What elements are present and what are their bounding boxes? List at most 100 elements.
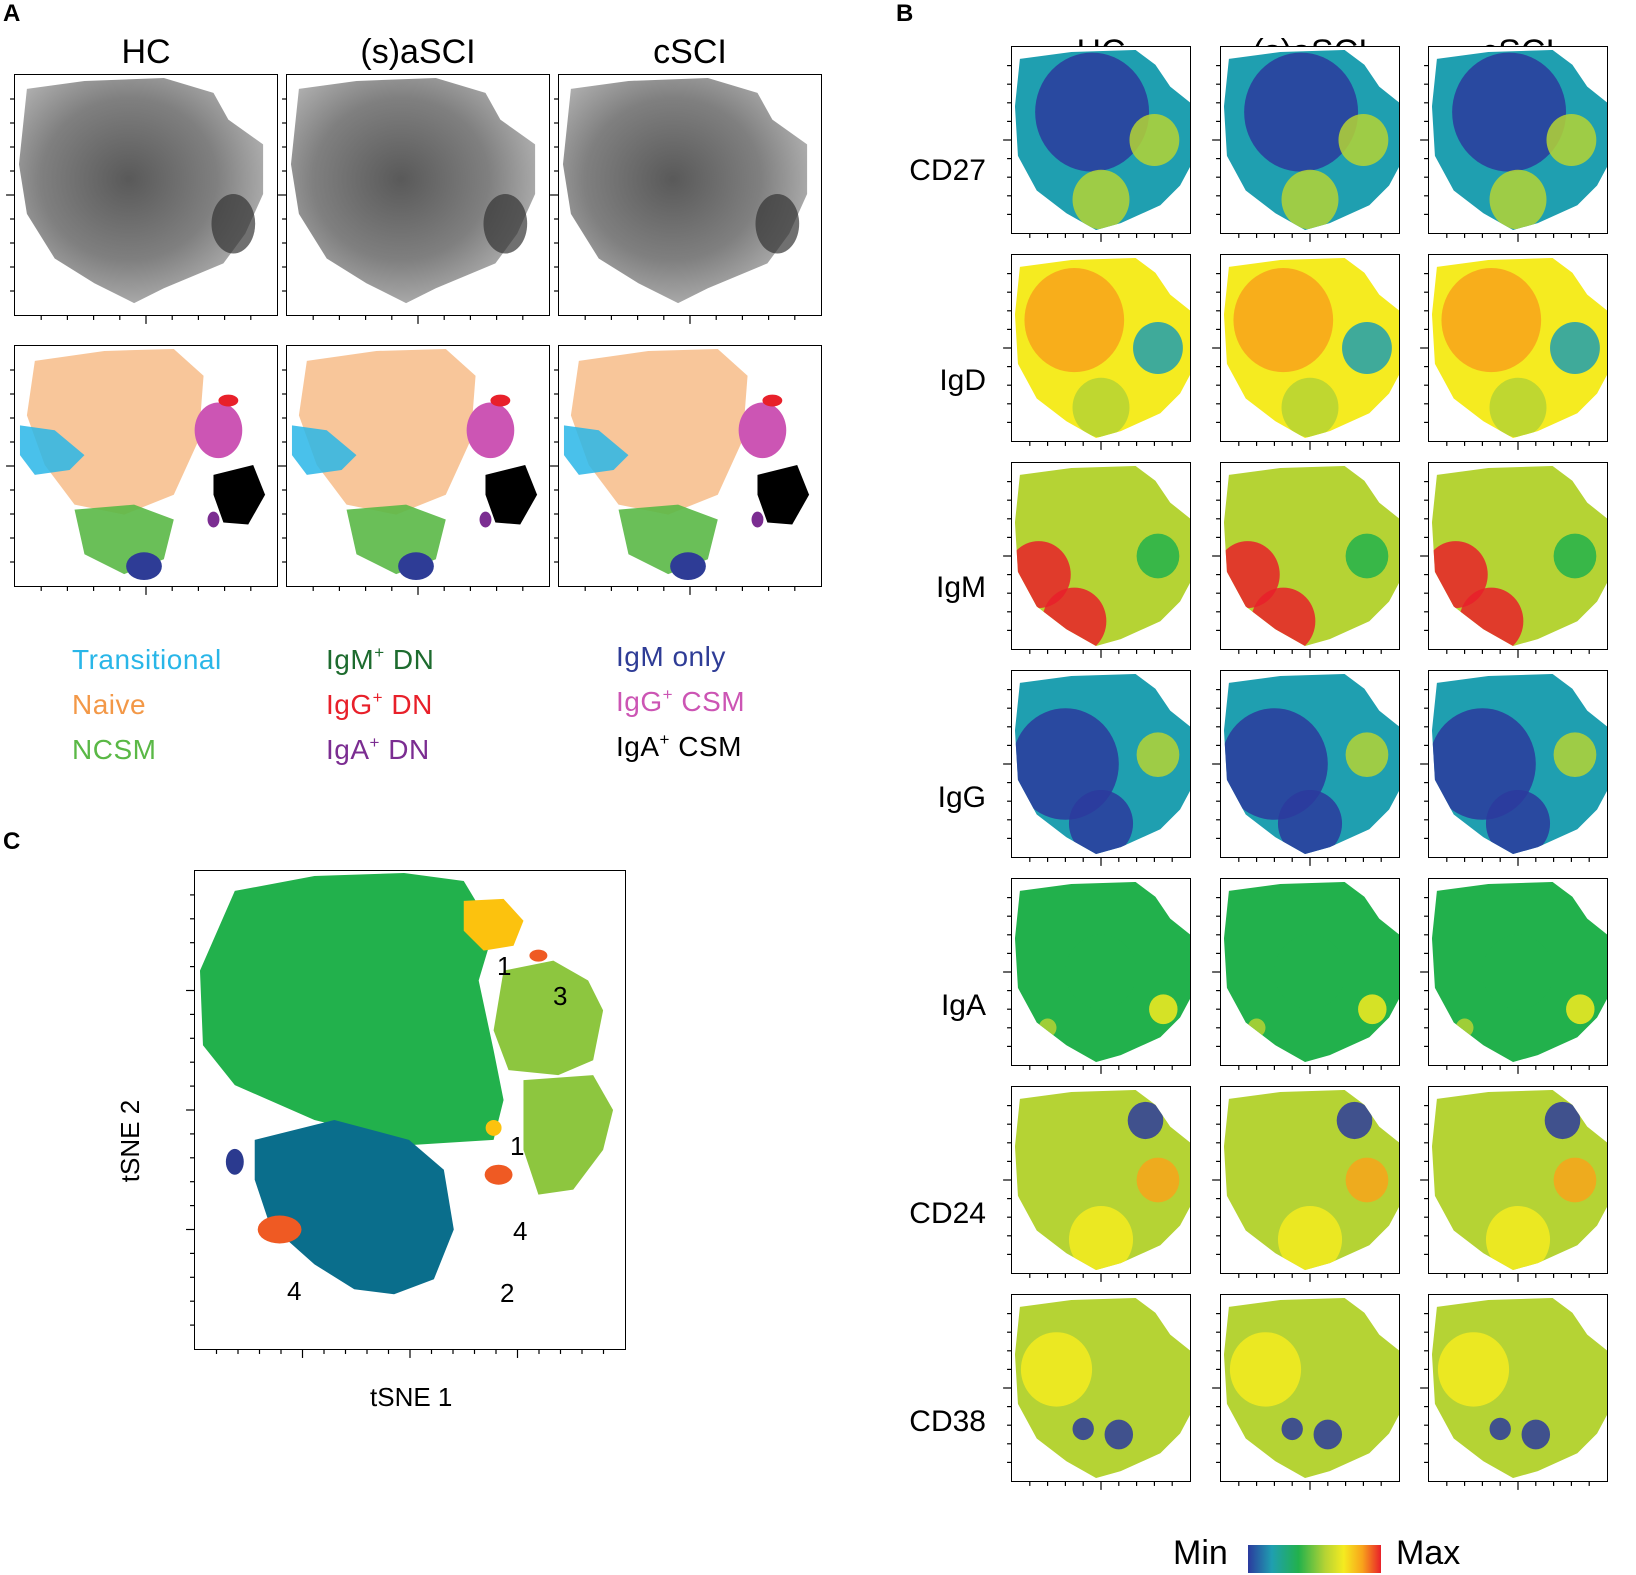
row-label-cd38: CD38 [909,1405,986,1438]
cluster-navy [225,1148,244,1175]
iga-dn-population [207,511,220,528]
row-label-cd27: CD27 [909,154,986,187]
heatmap-layer [1014,881,1190,1063]
heatmap-region [1455,1018,1474,1038]
heatmap-layer [1431,257,1607,439]
heatmap-region [1489,377,1547,438]
axis-ticks [1212,273,1382,450]
transitional-population [563,425,629,475]
axis-ticks [1212,689,1382,866]
heatmap-region [1251,587,1316,647]
heatmap-region [1065,934,1137,1010]
naive-population [298,348,476,515]
axis-ticks [1003,897,1173,1074]
igg-csm-population [466,402,515,459]
cluster-orange-3 [529,949,548,962]
density-blob [290,77,536,304]
cluster-main-green [199,872,504,1145]
heatmap-layer [1223,49,1399,231]
axis-ticks [6,98,252,324]
heatmap-region [1038,1018,1057,1038]
axis-ticks [1003,65,1173,242]
heatmap-region [1345,732,1389,778]
axis-ticks [1420,897,1590,1074]
axis-ticks [1420,689,1590,866]
heatmap-region [1136,732,1180,778]
panel-b-heatmap-r0-c0 [1003,46,1191,242]
axis-ticks [1420,481,1590,658]
panel-b-heatmap-r3-c1 [1212,670,1400,866]
panel-c-plot [186,870,626,1358]
heatmap-region [1345,1157,1389,1203]
heatmap-layer [1014,257,1190,439]
row-label-igg: IgG [937,781,986,814]
cluster-orange-4b [257,1215,302,1244]
igm-only-population [126,552,162,581]
heatmap-region [1244,52,1359,172]
axis-ticks [1003,1313,1173,1490]
heatmap-region [1485,790,1551,855]
axis-ticks [1212,897,1382,1074]
panel-b-heatmap-r5-c2 [1420,1086,1608,1282]
heatmap-region [1104,1419,1134,1450]
density-blob [562,77,808,304]
legend-igg-csm: IgG+ CSM [616,685,746,717]
panel-b-heatmap-r4-c0 [1003,878,1191,1074]
heatmap-region [1521,1419,1551,1450]
igm-only-population [398,552,434,581]
panel-b-heatmap-r5-c1 [1212,1086,1400,1282]
row-label-igm: IgM [935,571,986,604]
cluster-yellow-small [485,1119,502,1136]
axis-ticks [1212,1313,1382,1490]
heatmap-layer [1223,465,1399,647]
heatmap-region [1136,533,1180,579]
axis-ticks [1420,1313,1590,1490]
density-cluster [211,194,256,254]
heatmap-region [1313,1419,1343,1450]
igg-dn-population [218,394,239,407]
heatmap-region [1136,1157,1180,1203]
heatmap-region [1489,169,1547,230]
iga-csm-population [485,465,538,525]
heatmap-layer [1223,257,1399,439]
legend-iga-csm: IgA+ CSM [616,730,742,762]
heatmap-region [1441,268,1542,373]
heatmap-layer [1014,49,1190,231]
axis-ticks [6,369,252,595]
axis-ticks [278,98,524,324]
panel-b-heatmap-r1-c1 [1212,254,1400,450]
heatmap-region [1281,1417,1303,1441]
axis-ticks [1212,1105,1382,1282]
axis-ticks [186,894,605,1358]
panel-letter-c: C [3,828,21,855]
heatmap-region [1550,321,1600,375]
heatmap-region [1274,934,1346,1010]
panel-letter-b: B [896,0,914,27]
panel-b-heatmap-r6-c2 [1420,1294,1608,1490]
axis-ticks [1420,273,1590,450]
cluster-lightgreen-lower [523,1075,614,1195]
axis-ticks [1003,1105,1173,1282]
row-label-cd24: CD24 [909,1197,986,1230]
heatmap-layer [1223,673,1399,855]
heatmap-region [1482,934,1554,1010]
heatmap-region [1149,994,1178,1025]
heatmap-region [1452,52,1567,172]
heatmap-region [1437,1332,1510,1407]
heatmap-layer [1431,673,1607,855]
transitional-population [291,425,357,475]
heatmap-region [1068,790,1134,855]
heatmap-layer [1014,1089,1190,1271]
panel-a-density-0 [6,74,278,324]
heatmap-region [1553,1157,1597,1203]
panel-a-populations-1 [278,345,550,595]
legend-igm-dn: IgM+ DN [326,643,435,675]
heatmap-region [1035,52,1150,172]
panel-b-heatmap-r6-c1 [1212,1294,1400,1490]
panel-a-populations-2 [550,345,822,595]
legend-transitional: Transitional [72,644,222,675]
colorbar-min-label: Min [1173,1534,1228,1572]
igg-csm-population [194,402,243,459]
cluster-teal [254,1119,454,1295]
heatmap-layer [1014,465,1190,647]
